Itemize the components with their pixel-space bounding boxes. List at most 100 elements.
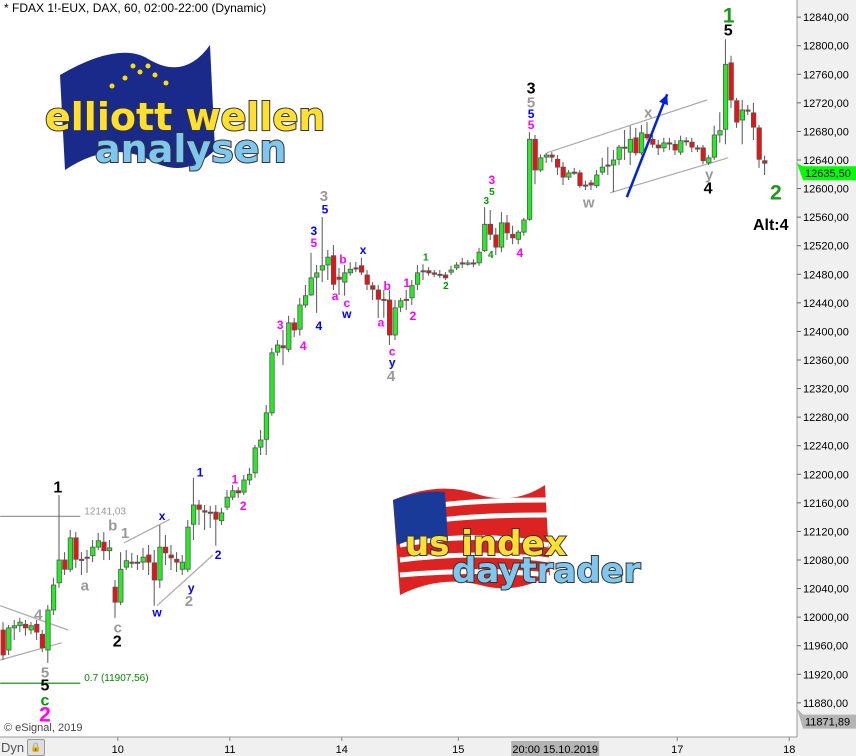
candle[interactable] bbox=[583, 180, 589, 190]
candle[interactable] bbox=[667, 137, 673, 150]
candle[interactable] bbox=[515, 230, 522, 245]
candle[interactable] bbox=[611, 150, 617, 193]
candle[interactable] bbox=[577, 170, 583, 188]
candle[interactable] bbox=[179, 555, 185, 575]
candle[interactable] bbox=[398, 297, 404, 313]
candle[interactable] bbox=[330, 245, 337, 290]
candle[interactable] bbox=[22, 620, 29, 636]
candle[interactable] bbox=[190, 477, 197, 540]
candle[interactable] bbox=[146, 545, 152, 575]
candle[interactable] bbox=[297, 297, 303, 336]
candle[interactable] bbox=[241, 475, 247, 495]
candle[interactable] bbox=[252, 445, 258, 478]
candle[interactable] bbox=[51, 577, 57, 615]
candle[interactable] bbox=[571, 167, 578, 175]
candle[interactable] bbox=[34, 620, 40, 640]
candle[interactable] bbox=[314, 265, 320, 313]
candle[interactable] bbox=[140, 547, 146, 570]
candle[interactable] bbox=[319, 217, 326, 283]
candle[interactable] bbox=[101, 532, 107, 560]
candle[interactable] bbox=[235, 487, 241, 498]
candle[interactable] bbox=[437, 270, 443, 278]
candle[interactable] bbox=[0, 622, 6, 660]
candle[interactable] bbox=[594, 170, 600, 188]
candle[interactable] bbox=[695, 145, 701, 153]
candle[interactable] bbox=[79, 552, 85, 575]
candle[interactable] bbox=[650, 135, 656, 148]
candle[interactable] bbox=[555, 155, 561, 175]
candle[interactable] bbox=[370, 282, 376, 300]
candle[interactable] bbox=[728, 55, 734, 108]
lock-icon[interactable]: 🔒 bbox=[27, 739, 45, 756]
candle[interactable] bbox=[633, 127, 639, 156]
candle[interactable] bbox=[532, 135, 538, 185]
candle[interactable] bbox=[414, 265, 421, 290]
candle[interactable] bbox=[358, 257, 365, 275]
candle[interactable] bbox=[482, 207, 488, 253]
candle[interactable] bbox=[566, 170, 572, 180]
candle[interactable] bbox=[269, 347, 275, 416]
candle[interactable] bbox=[403, 290, 410, 310]
time-axis[interactable] bbox=[0, 737, 856, 756]
trendline[interactable] bbox=[156, 554, 214, 607]
candle[interactable] bbox=[700, 145, 706, 165]
candle[interactable] bbox=[258, 430, 264, 455]
candle[interactable] bbox=[263, 405, 270, 455]
candle[interactable] bbox=[527, 132, 533, 221]
candle[interactable] bbox=[353, 262, 359, 273]
candle[interactable] bbox=[157, 525, 163, 588]
candle[interactable] bbox=[174, 552, 180, 573]
candle[interactable] bbox=[67, 530, 73, 573]
candle[interactable] bbox=[644, 122, 650, 140]
candle[interactable] bbox=[218, 507, 225, 525]
candle[interactable] bbox=[678, 135, 684, 155]
candle[interactable] bbox=[56, 495, 62, 588]
candle[interactable] bbox=[207, 505, 213, 528]
candle[interactable] bbox=[11, 620, 17, 640]
candle[interactable] bbox=[745, 105, 751, 115]
candle[interactable] bbox=[442, 272, 449, 280]
candle[interactable] bbox=[683, 137, 690, 146]
candle[interactable] bbox=[342, 265, 348, 296]
candle[interactable] bbox=[381, 290, 387, 318]
candle[interactable] bbox=[751, 102, 757, 140]
candle[interactable] bbox=[185, 520, 191, 573]
candle[interactable] bbox=[375, 285, 382, 318]
candle[interactable] bbox=[336, 267, 342, 295]
candle[interactable] bbox=[168, 545, 174, 570]
candle[interactable] bbox=[196, 500, 202, 525]
candle[interactable] bbox=[431, 270, 438, 278]
candle[interactable] bbox=[213, 505, 219, 546]
candle[interactable] bbox=[84, 550, 90, 573]
candle[interactable] bbox=[560, 162, 566, 185]
candle[interactable] bbox=[118, 552, 124, 605]
dyn-label[interactable]: Dyn bbox=[1, 740, 25, 755]
trendline[interactable] bbox=[0, 605, 69, 631]
candle[interactable] bbox=[134, 555, 141, 570]
candle[interactable] bbox=[409, 280, 415, 305]
candle[interactable] bbox=[392, 300, 398, 340]
candle[interactable] bbox=[711, 125, 718, 160]
candle[interactable] bbox=[246, 467, 253, 485]
candle[interactable] bbox=[498, 212, 505, 253]
candle[interactable] bbox=[622, 130, 628, 160]
candle[interactable] bbox=[426, 267, 432, 276]
candle[interactable] bbox=[107, 540, 113, 560]
candle[interactable] bbox=[661, 137, 667, 153]
candle[interactable] bbox=[302, 285, 309, 308]
candle[interactable] bbox=[723, 39, 729, 145]
candle[interactable] bbox=[639, 125, 645, 155]
candle[interactable] bbox=[588, 180, 594, 190]
candle[interactable] bbox=[274, 340, 281, 356]
candle[interactable] bbox=[487, 210, 494, 240]
candle[interactable] bbox=[476, 247, 482, 266]
candle[interactable] bbox=[73, 532, 79, 568]
trendline[interactable] bbox=[0, 642, 62, 661]
candle[interactable] bbox=[521, 217, 527, 236]
candle[interactable] bbox=[470, 259, 477, 268]
candle[interactable] bbox=[347, 262, 354, 276]
candle[interactable] bbox=[689, 137, 695, 153]
candle[interactable] bbox=[510, 225, 516, 245]
candle[interactable] bbox=[465, 260, 471, 266]
candle[interactable] bbox=[230, 485, 236, 500]
